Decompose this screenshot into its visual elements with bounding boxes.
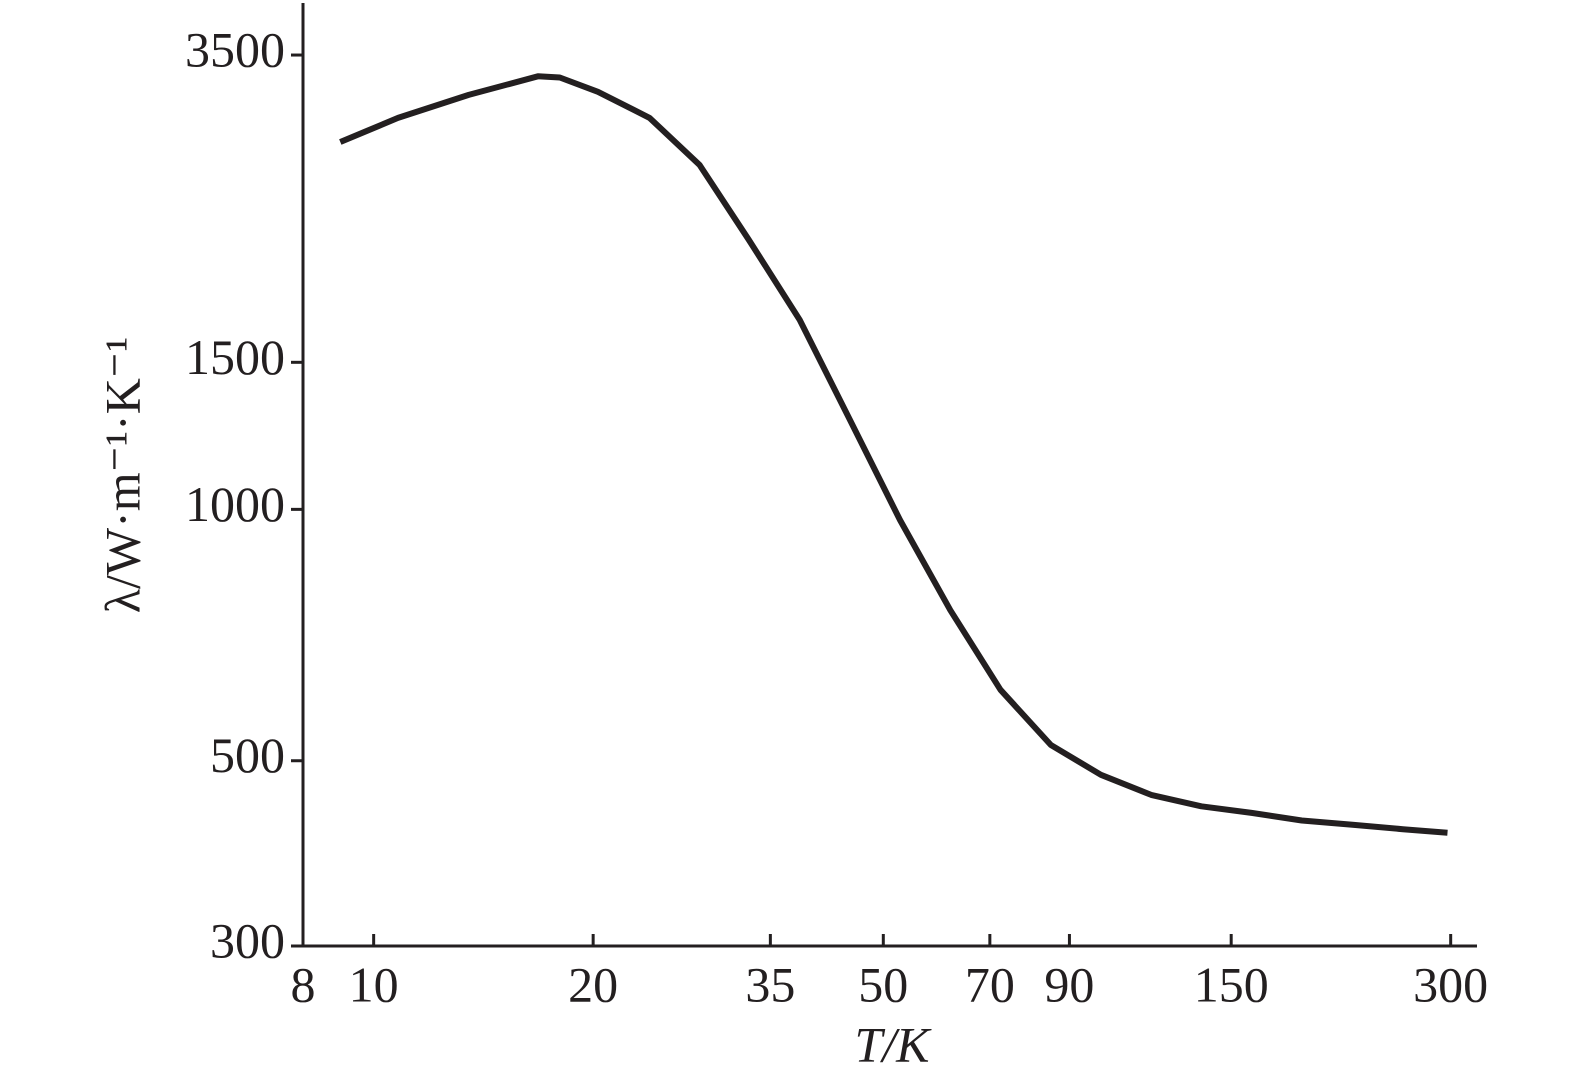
x-tick-label: 300 [1413,956,1488,1012]
y-tick-label: 500 [210,727,285,783]
data-line [339,73,1448,836]
x-tick-label: 70 [965,956,1015,1012]
x-axis-label: T/K [854,1016,932,1072]
y-tick-label: 1500 [185,329,285,385]
x-tick-label: 20 [568,956,618,1012]
x-tick-label: 8 [291,956,316,1012]
y-axis-label: λ/W·m⁻¹·K⁻¹ [94,337,150,613]
x-tick-label: 150 [1194,956,1269,1012]
y-tick-label: 3500 [185,22,285,78]
x-tick-label: 10 [349,956,399,1012]
y-tick-label: 1000 [185,476,285,532]
x-tick-label: 50 [858,956,908,1012]
x-tick-label: 90 [1044,956,1094,1012]
x-tick-label: 35 [745,956,795,1012]
y-tick-label: 300 [210,912,285,968]
